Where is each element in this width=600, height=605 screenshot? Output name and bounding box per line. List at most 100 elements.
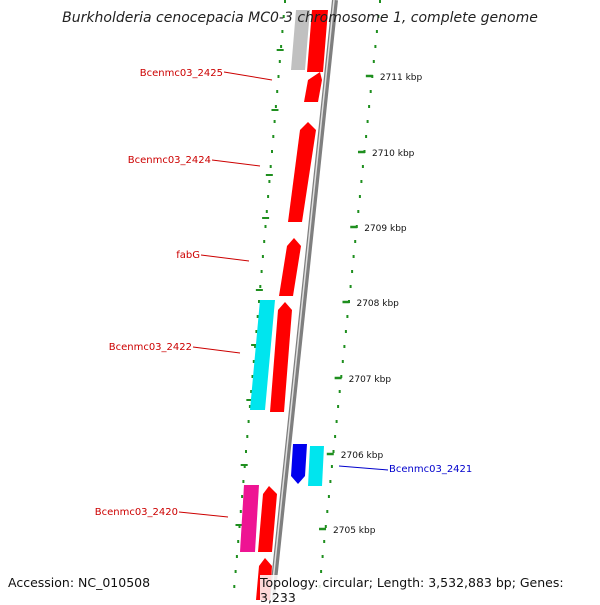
backbone-highlight	[270, 0, 335, 600]
ruler-dot-left	[250, 390, 253, 393]
ruler-dot-left	[269, 165, 272, 168]
ruler-dot-right	[360, 180, 363, 183]
ruler-dot-left	[272, 135, 275, 138]
ruler-dot-left	[273, 120, 276, 123]
ruler-dot-left	[248, 405, 251, 408]
genome-title: Burkholderia cenocepacia MC0-3 chromosom…	[62, 10, 538, 26]
gene-feature-Bcenmc03_2424[interactable]	[288, 122, 316, 222]
ruler-dot-left	[241, 495, 244, 498]
ruler-dot-right	[346, 315, 349, 318]
gene-feature-Bcenmc03_2421[interactable]	[308, 446, 324, 486]
ruler-dot-left	[267, 195, 270, 198]
gene-label[interactable]: Bcenmc03_2420	[95, 507, 178, 518]
ruler-dot-right	[340, 375, 343, 378]
ruler-dot-left	[239, 510, 242, 513]
kbp-tick-label: 2707 kbp	[349, 375, 392, 385]
ruler-dot-left	[237, 540, 240, 543]
ruler-dot-left	[284, 0, 286, 3]
ruler-dot-right	[326, 510, 329, 513]
ruler-dot-right	[320, 570, 323, 573]
gene-feature-forward-2419[interactable]	[258, 486, 277, 552]
gene-feature-Bcenmc03_2422[interactable]	[250, 300, 275, 410]
ruler-dot-right	[341, 360, 344, 363]
label-leaders	[178, 71, 389, 518]
ruler-dot-right	[335, 420, 338, 423]
gene-label[interactable]: Bcenmc03_2424	[128, 155, 211, 166]
gene-feature-pseudo-top[interactable]	[291, 10, 310, 70]
ruler-dot-left	[251, 375, 254, 378]
ruler-dot-right	[354, 240, 357, 243]
ruler-dot-right	[369, 90, 372, 93]
gene-feature-fabG[interactable]	[279, 238, 301, 296]
ruler-dot-left	[264, 225, 267, 228]
ruler-dot-right	[372, 60, 375, 63]
ruler-dot-left	[234, 570, 237, 573]
gene-feature-Bcenmc03_2420[interactable]	[240, 485, 259, 552]
ruler-dot-left	[233, 585, 236, 588]
gene-label[interactable]: Bcenmc03_2425	[140, 68, 223, 79]
kbp-tick-label: 2709 kbp	[364, 224, 407, 234]
gene-label-leader	[223, 71, 273, 81]
ruler-dot-right	[343, 345, 346, 348]
ruler-dot-right	[321, 555, 324, 558]
ruler-dot-left	[245, 450, 247, 453]
ruler-dot-right	[377, 15, 380, 18]
topology-text: Topology: circular; Length: 3,532,883 bp…	[260, 575, 600, 605]
ruler-dot-right	[374, 45, 377, 48]
ruler-dot-right	[368, 105, 371, 108]
ruler-dot-right	[366, 120, 369, 123]
gene-feature-top-red[interactable]	[307, 10, 328, 72]
gene-label[interactable]: fabG	[176, 250, 200, 261]
ruler-dot-left	[271, 150, 273, 153]
kbp-ticks: 2711 kbp 2710 kbp 2709 kbp 2708 kbp 2707 kbp…	[235, 49, 423, 536]
ruler-dot-right	[329, 480, 332, 483]
ruler-dot-left	[280, 45, 283, 48]
gene-label-leader	[178, 511, 229, 518]
ruler-dot-left	[254, 345, 257, 348]
ruler-dot-right	[361, 165, 364, 168]
gene-label-leader	[192, 346, 241, 354]
gene-feature-forward-2423[interactable]	[270, 302, 292, 412]
gene-feature-rna-2421[interactable]	[291, 444, 307, 484]
gene-features	[240, 10, 328, 600]
gene-label[interactable]: Bcenmc03_2422	[109, 342, 192, 353]
ruler-dot-left	[243, 465, 246, 468]
kbp-tick-label: 2711 kbp	[380, 73, 423, 83]
gene-label-leader	[200, 254, 250, 262]
ruler-dot-left	[261, 255, 264, 258]
ruler-dot-right	[352, 255, 355, 258]
accession-text: Accession: NC_010508	[8, 575, 151, 590]
ruler-dot-left	[276, 90, 279, 93]
chromosome-backbone	[269, 0, 338, 600]
gene-label-leader	[338, 465, 389, 471]
ruler-dot-right	[365, 135, 368, 138]
ruler-dot-left	[282, 15, 285, 18]
ruler-dot-left	[235, 555, 238, 558]
ruler-dot-right	[351, 270, 354, 273]
ruler-dot-left	[256, 315, 259, 318]
ruler-dot-left	[281, 30, 284, 33]
ruler-dot-right	[332, 450, 335, 453]
ruler-dot-left	[252, 360, 255, 363]
ruler-dot-left	[246, 435, 249, 438]
ruler-dot-right	[357, 210, 360, 213]
ruler-dot-left	[255, 330, 258, 333]
kbp-tick-label: 2708 kbp	[356, 299, 399, 309]
ruler-dot-left	[263, 240, 266, 243]
gene-feature-Bcenmc03_2425[interactable]	[304, 72, 322, 102]
gene-label-leader	[211, 159, 261, 167]
gene-label[interactable]: Bcenmc03_2421	[389, 464, 472, 475]
ruler-dot-left	[242, 480, 245, 483]
ruler-dot-right	[349, 285, 352, 288]
ruler-dot-right	[379, 0, 381, 3]
ruler-dot-left	[274, 105, 277, 108]
ruler-dot-right	[375, 30, 378, 33]
gene-labels: Bcenmc03_2425 Bcenmc03_2424 fabG Bcenmc03_2…	[95, 68, 473, 518]
ruler-dot-right	[358, 195, 361, 198]
kbp-tick-label: 2706 kbp	[341, 451, 384, 461]
kbp-tick-label: 2710 kbp	[372, 149, 415, 159]
ruler-dot-left	[259, 285, 262, 288]
ruler-dot-right	[334, 435, 337, 438]
ruler-dot-left	[258, 300, 260, 303]
